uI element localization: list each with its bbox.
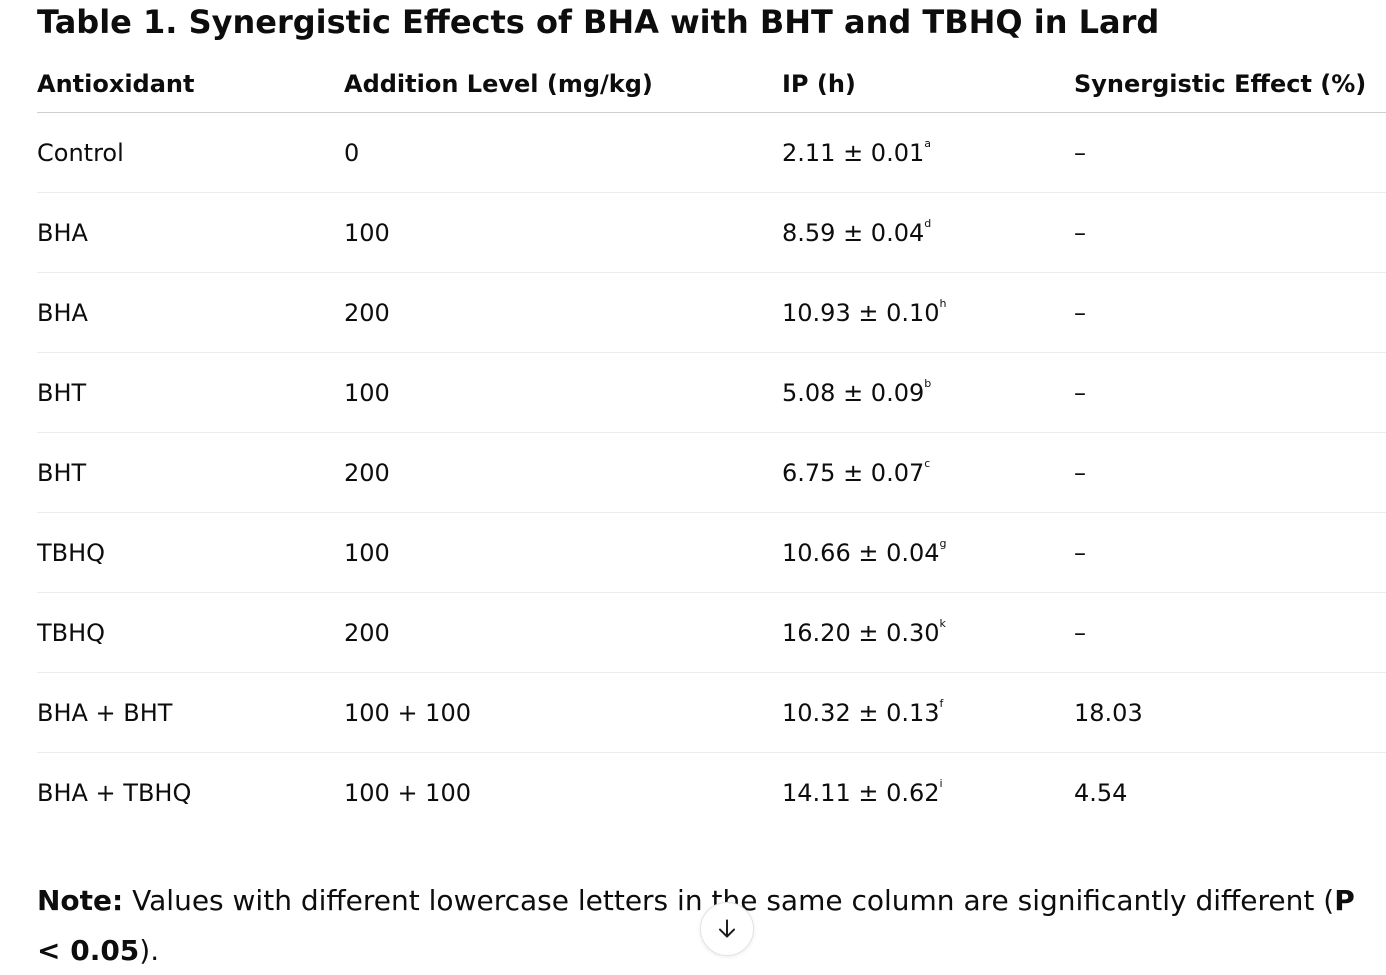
- ip-letter: a: [924, 136, 931, 150]
- table-row: BHA 100 8.59 ± 0.04d –: [37, 192, 1386, 273]
- cell-level: 100: [344, 512, 782, 593]
- cell-level: 100 + 100: [344, 778, 471, 807]
- cell-ip: 14.11 ± 0.62i: [782, 753, 1074, 833]
- cell-ip: 10.32 ± 0.13f: [782, 672, 1074, 753]
- ip-letter: b: [924, 376, 932, 390]
- ip-letter: g: [939, 536, 947, 550]
- table-row: BHT 200 6.75 ± 0.07c –: [37, 432, 1386, 513]
- header-addition-level: Addition Level (mg/kg): [344, 56, 782, 113]
- cell-level: 200: [344, 592, 782, 673]
- table-row: TBHQ 200 16.20 ± 0.30k –: [37, 592, 1386, 673]
- cell-ip: 6.75 ± 0.07c: [782, 432, 1074, 513]
- cell-ip: 16.20 ± 0.30k: [782, 592, 1074, 673]
- cell-synergy: –: [1074, 512, 1386, 593]
- table-row: BHA + BHT 100 + 100 10.32 ± 0.13f 18.03: [37, 672, 1386, 753]
- arrow-down-icon: [718, 919, 736, 938]
- header-synergistic-effect: Synergistic Effect (%): [1074, 56, 1386, 113]
- header-antioxidant: Antioxidant: [37, 56, 344, 113]
- table-row: Control 0 2.11 ± 0.01a –: [37, 112, 1386, 193]
- cell-synergy: –: [1074, 272, 1386, 353]
- ip-letter: f: [939, 696, 944, 710]
- cell-antioxidant: BHA + TBHQ: [37, 778, 192, 807]
- note-label: Note:: [37, 884, 124, 917]
- table-row: BHA 200 10.93 ± 0.10h –: [37, 272, 1386, 353]
- cell-synergy: –: [1074, 112, 1386, 193]
- table-row: BHA + TBHQ 100 + 100 14.11 ± 0.62i 4.54: [37, 753, 1386, 833]
- cell-synergy: 18.03: [1074, 672, 1386, 753]
- cell-antioxidant: BHA: [37, 192, 344, 273]
- cell-ip: 2.11 ± 0.01a: [782, 112, 1074, 193]
- ip-letter: k: [939, 616, 946, 630]
- cell-level: 100: [344, 192, 782, 273]
- ip-letter: d: [924, 216, 932, 230]
- ip-letter: c: [924, 456, 931, 470]
- cell-antioxidant: BHT: [37, 432, 344, 513]
- table-row: BHT 100 5.08 ± 0.09b –: [37, 352, 1386, 433]
- table-row: TBHQ 100 10.66 ± 0.04g –: [37, 512, 1386, 593]
- cell-ip: 5.08 ± 0.09b: [782, 352, 1074, 433]
- cell-ip: 10.93 ± 0.10h: [782, 272, 1074, 353]
- note-text-end: ).: [139, 934, 160, 967]
- note-emphasis: P < 0.05: [37, 884, 1355, 967]
- ip-value: 14.11 ± 0.62: [782, 778, 940, 807]
- ip-value: 5.08 ± 0.09: [782, 378, 925, 407]
- cell-antioxidant: BHA + BHT: [37, 672, 344, 753]
- ip-value: 8.59 ± 0.04: [782, 218, 925, 247]
- ip-value: 16.20 ± 0.30: [782, 618, 940, 647]
- cell-level: 0: [344, 112, 782, 193]
- cell-level: 200: [344, 432, 782, 513]
- cell-synergy: –: [1074, 432, 1386, 513]
- table-header-row: Antioxidant Addition Level (mg/kg) IP (h…: [37, 56, 1386, 113]
- cell-ip: 10.66 ± 0.04g: [782, 512, 1074, 593]
- cell-antioxidant: BHA: [37, 272, 344, 353]
- cell-antioxidant: TBHQ: [37, 592, 344, 673]
- scroll-down-button[interactable]: [700, 902, 754, 956]
- cell-level: 200: [344, 272, 782, 353]
- cell-level: 100 + 100: [344, 672, 782, 753]
- cell-ip: 8.59 ± 0.04d: [782, 192, 1074, 273]
- data-table: Antioxidant Addition Level (mg/kg) IP (h…: [37, 56, 1386, 832]
- cell-synergy: –: [1074, 352, 1386, 433]
- table-note: Note: Values with different lowercase le…: [37, 876, 1357, 975]
- cell-synergy: –: [1074, 192, 1386, 273]
- cell-antioxidant: BHT: [37, 352, 344, 433]
- cell-antioxidant: TBHQ: [37, 512, 344, 593]
- ip-value: 6.75 ± 0.07: [782, 458, 925, 487]
- ip-letter: h: [939, 296, 947, 310]
- ip-value: 10.66 ± 0.04: [782, 538, 940, 567]
- cell-antioxidant: Control: [37, 112, 344, 193]
- ip-value: 2.11 ± 0.01: [782, 138, 925, 167]
- ip-value: 10.32 ± 0.13: [782, 698, 940, 727]
- header-ip: IP (h): [782, 56, 1074, 113]
- ip-letter: i: [939, 776, 943, 790]
- table-title: Table 1. Synergistic Effects of BHA with…: [37, 3, 1160, 41]
- cell-level: 100: [344, 352, 782, 433]
- ip-value: 10.93 ± 0.10: [782, 298, 940, 327]
- cell-synergy: 4.54: [1074, 778, 1128, 807]
- cell-synergy: –: [1074, 592, 1386, 673]
